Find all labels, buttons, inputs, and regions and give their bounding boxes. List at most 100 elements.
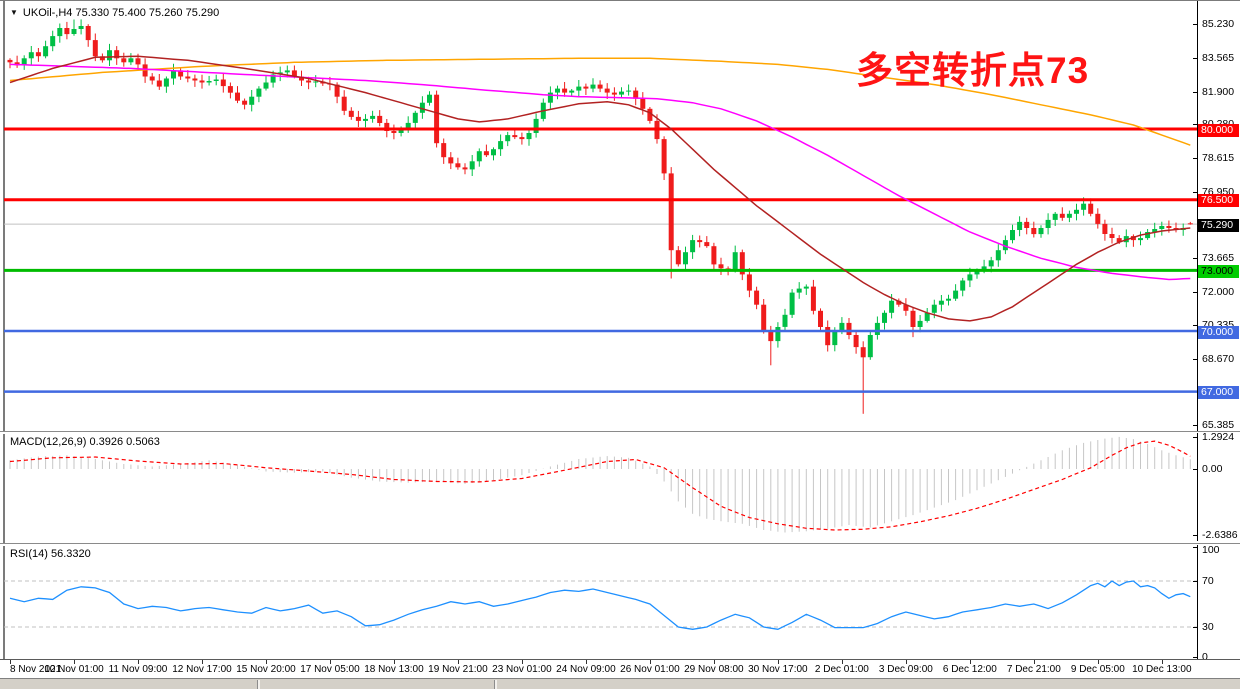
macd-tick-dash (1193, 534, 1197, 536)
time-tick-label: 30 Nov 17:00 (748, 664, 808, 675)
strip-notch (257, 680, 260, 689)
time-tick (393, 660, 395, 664)
macd-tick-dash (1193, 469, 1197, 470)
time-tick (73, 660, 75, 664)
time-tick-label: 10 Dec 13:00 (1132, 664, 1192, 675)
time-tick (457, 660, 459, 664)
price-tick-dash (1193, 325, 1197, 327)
rsi-tick-dash (1193, 627, 1197, 628)
macd-axis[interactable]: 1.2924 0.00 -2.6386 (1193, 430, 1240, 541)
time-tick-label: 19 Nov 21:00 (428, 664, 488, 675)
rsi-label: RSI(14) 56.3320 (10, 548, 91, 560)
macd-label: MACD(12,26,9) 0.3926 0.5063 (10, 436, 160, 448)
rsi-canvas[interactable] (4, 545, 1197, 659)
panel-splitter-macd[interactable] (0, 431, 1240, 434)
time-tick-label: 6 Dec 12:00 (942, 664, 997, 675)
price-tick-label: 65.385 (1202, 419, 1235, 432)
rsi-tick-dash (1193, 546, 1197, 548)
rsi-line (9, 580, 1191, 630)
time-tick (265, 660, 267, 664)
chart-annotation[interactable]: 多空转折点73 (856, 50, 1090, 91)
price-tick-label: 73.665 (1202, 251, 1235, 264)
price-line-badge: 76.500 (1198, 194, 1239, 208)
price-tick-label: 78.615 (1202, 151, 1235, 164)
time-tick (713, 660, 715, 664)
ohlc-marker-icon: ▼ (10, 8, 18, 17)
main-chart-panel (4, 1, 1197, 431)
time-tick-label: 9 Dec 05:00 (1070, 664, 1125, 675)
time-tick (201, 660, 203, 664)
price-tick-dash (1193, 91, 1197, 93)
macd-tick-label: 0.00 (1202, 463, 1223, 475)
time-tick (777, 660, 779, 664)
price-tick-label: 83.565 (1202, 51, 1235, 64)
time-tick (10, 660, 11, 664)
macd-histogram-layer (9, 436, 1191, 533)
time-tick (137, 660, 139, 664)
time-tick-label: 8 Nov 2021 (10, 664, 62, 675)
time-tick (1161, 660, 1163, 664)
time-tick-label: 2 Dec 01:00 (814, 664, 869, 675)
time-tick (1097, 660, 1099, 664)
price-tick-label: 68.670 (1202, 352, 1235, 365)
price-tick-dash (1193, 157, 1197, 159)
price-tick-dash (1193, 358, 1197, 360)
rsi-axis[interactable]: 100 70 30 0 (1193, 544, 1240, 663)
price-line-badge: 75.290 (1198, 218, 1239, 232)
time-tick (969, 660, 971, 664)
window-top-frame (0, 0, 1240, 1)
time-tick-label: 24 Nov 09:00 (556, 664, 616, 675)
panel-splitter-rsi[interactable] (0, 543, 1240, 546)
rsi-tick-label: 70 (1202, 575, 1214, 587)
rsi-tick-label: 100 (1202, 544, 1220, 556)
price-tick-label: 72.000 (1202, 285, 1235, 298)
time-tick (649, 660, 651, 664)
price-line-badge: 70.000 (1198, 325, 1239, 339)
ma-orange-slow (9, 57, 1191, 146)
price-tick-label: 81.900 (1202, 85, 1235, 98)
time-tick-label: 15 Nov 20:00 (236, 664, 296, 675)
symbol-ohlc-text: UKOil-,H4 75.330 75.400 75.260 75.290 (22, 7, 220, 19)
price-axis[interactable]: 85.23083.56581.90080.28078.61576.95073.6… (1193, 1, 1240, 432)
time-axis-separator (0, 659, 1240, 660)
time-tick (905, 660, 907, 664)
main-chart-canvas[interactable] (4, 1, 1197, 431)
time-tick-label: 18 Nov 13:00 (364, 664, 424, 675)
macd-canvas[interactable] (4, 433, 1197, 541)
macd-tick-dash (1193, 436, 1197, 438)
rsi-tick-dash (1193, 581, 1197, 582)
price-tick-dash (1193, 24, 1197, 26)
time-tick (841, 660, 843, 664)
price-tick-dash (1193, 124, 1197, 126)
time-tick-label: 7 Dec 21:00 (1006, 664, 1061, 675)
price-tick-dash (1193, 257, 1197, 259)
moving-averages-layer (9, 55, 1191, 322)
macd-tick-label: 1.2924 (1202, 430, 1235, 443)
rsi-tick-dash (1193, 657, 1197, 658)
macd-signal-line (9, 440, 1191, 531)
time-tick (329, 660, 331, 664)
time-tick-label: 17 Nov 05:00 (300, 664, 360, 675)
time-tick-label: 26 Nov 01:00 (620, 664, 680, 675)
time-tick-label: 29 Nov 08:00 (684, 664, 744, 675)
macd-tick-label: -2.6386 (1202, 528, 1238, 541)
rsi-tick-label: 30 (1202, 621, 1214, 633)
price-tick-dash (1193, 425, 1197, 427)
time-tick (1033, 660, 1035, 664)
price-tick-dash (1193, 57, 1197, 59)
time-tick-label: 11 Nov 09:00 (108, 664, 168, 675)
time-tick-label: 3 Dec 09:00 (878, 664, 933, 675)
price-tick-label: 85.230 (1202, 18, 1235, 31)
time-tick-label: 10 Nov 01:00 (44, 664, 104, 675)
time-tick (585, 660, 587, 664)
price-line-badge: 67.000 (1198, 386, 1239, 400)
symbol-ohlc-line: ▼ UKOil-,H4 75.330 75.400 75.260 75.290 (10, 7, 219, 19)
ma-firebrick-fast (9, 55, 1191, 322)
rsi-tick-label: 0 (1202, 651, 1208, 663)
time-tick-label: 23 Nov 01:00 (492, 664, 552, 675)
ma-magenta-medium (9, 63, 1191, 281)
time-axis[interactable]: 8 Nov 2021 10 Nov 01:00 11 Nov 09:00 12 Nov… (0, 660, 1240, 678)
price-line-badge: 80.000 (1198, 123, 1239, 137)
macd-panel (4, 433, 1197, 541)
